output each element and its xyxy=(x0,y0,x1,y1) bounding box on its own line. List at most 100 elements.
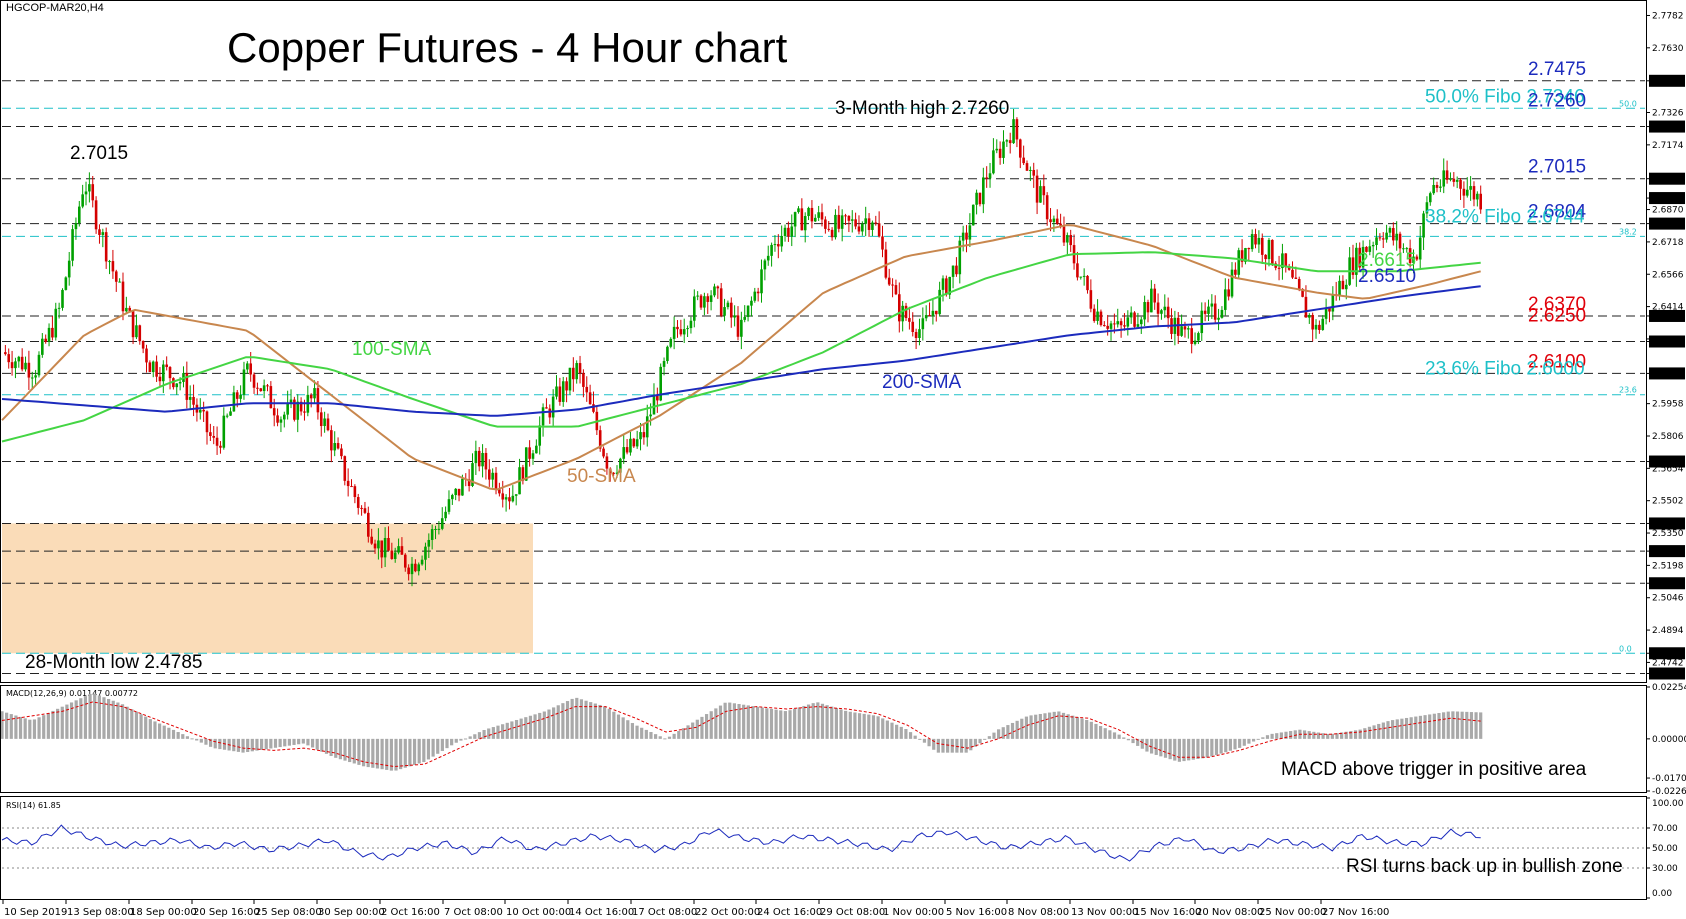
candle-body xyxy=(514,494,518,496)
candle-body xyxy=(131,310,135,338)
macd-bar xyxy=(125,706,129,739)
macd-bar xyxy=(403,738,407,768)
candle-body xyxy=(699,295,703,308)
date-label: 27 Nov 16:00 xyxy=(1322,907,1389,918)
candle-body xyxy=(585,386,589,393)
candle-body xyxy=(397,546,400,553)
macd-bar xyxy=(93,693,97,739)
macd-bar xyxy=(51,710,55,739)
macd-bar xyxy=(102,697,106,739)
candle-body xyxy=(1166,306,1170,319)
macd-bar xyxy=(1224,738,1228,753)
candle-body xyxy=(968,225,972,240)
candle-body xyxy=(340,448,343,457)
macd-bar xyxy=(1284,731,1288,739)
macd-bar xyxy=(1377,723,1381,739)
macd-bar xyxy=(737,703,741,739)
macd-bar xyxy=(1242,738,1246,746)
candle-body xyxy=(582,373,585,387)
candle-body xyxy=(1223,289,1227,310)
candle-body xyxy=(746,305,750,317)
candle-body xyxy=(508,497,511,502)
macd-bar xyxy=(565,701,570,739)
candle-body xyxy=(736,315,740,337)
candle-body xyxy=(98,229,101,235)
candle-body xyxy=(541,407,545,426)
macd-bar xyxy=(825,705,829,739)
sma-line xyxy=(1,285,1481,417)
macd-bar xyxy=(677,731,681,739)
candle-body xyxy=(921,318,925,330)
candle-body xyxy=(350,486,353,488)
candle-body xyxy=(121,281,125,312)
candle-body xyxy=(81,194,84,207)
chart-title: Copper Futures - 4 Hour chart xyxy=(227,24,788,71)
macd-bar xyxy=(1460,711,1464,739)
macd-bar xyxy=(1131,738,1135,744)
candle-body xyxy=(108,261,111,263)
macd-bar xyxy=(255,738,259,751)
candle-body xyxy=(367,512,370,537)
candle-body xyxy=(34,375,37,378)
macd-bar xyxy=(412,738,417,765)
price-tag-bg xyxy=(1649,335,1685,348)
candle-body xyxy=(1341,280,1345,290)
candle-body xyxy=(27,362,31,378)
candle-body xyxy=(693,296,696,321)
candle-body xyxy=(74,223,78,230)
price-tag-bg xyxy=(1649,577,1685,590)
candle-body xyxy=(286,402,289,415)
macd-bar xyxy=(445,738,449,749)
macd-bar xyxy=(1261,737,1265,739)
candle-body xyxy=(135,325,138,338)
candle-body xyxy=(64,277,68,290)
macd-bar xyxy=(1168,738,1172,760)
rsi-axis: 100.00 70.00 50.00 30.00 0.00 xyxy=(1646,797,1684,899)
macd-bar xyxy=(385,738,389,770)
macd-bar xyxy=(1321,733,1325,739)
macd-bar xyxy=(1386,721,1390,739)
fibo-levels xyxy=(2,107,1645,654)
candle-body xyxy=(1459,179,1462,189)
candle-body xyxy=(1425,202,1429,214)
candle-body xyxy=(1308,315,1311,318)
candle-body xyxy=(955,265,958,275)
candle-body xyxy=(1082,275,1086,277)
candle-body xyxy=(602,448,605,457)
macd-bar xyxy=(663,738,667,740)
candle-body xyxy=(1146,302,1150,313)
date-label: 7 Oct 08:00 xyxy=(444,907,503,918)
sma200-label: 200-SMA xyxy=(882,372,962,393)
macd-bar xyxy=(987,736,991,739)
macd-bar xyxy=(1344,731,1348,739)
date-label: 25 Nov 00:00 xyxy=(1259,907,1326,918)
macd-bar xyxy=(1089,721,1093,739)
candle-body xyxy=(1109,323,1113,329)
macd-bar xyxy=(1265,735,1270,739)
macd-bar xyxy=(1187,738,1191,761)
macd-bar xyxy=(111,700,115,739)
candle-body xyxy=(1381,238,1385,240)
candle-body xyxy=(125,307,128,312)
macd-bar xyxy=(1117,734,1121,739)
macd-label: MACD(12,26,9) 0.01147 0.00772 xyxy=(6,689,138,698)
candle-body xyxy=(7,354,11,363)
macd-bar xyxy=(431,738,435,757)
macd-bar xyxy=(208,738,213,747)
candles xyxy=(4,108,1482,587)
macd-bar xyxy=(969,738,973,751)
macd-bar xyxy=(1052,711,1056,739)
candle-body xyxy=(474,450,478,464)
candle-body xyxy=(232,392,236,412)
candle-body xyxy=(975,192,978,205)
price-tag-bg xyxy=(1649,455,1685,468)
candle-body xyxy=(1220,309,1224,318)
candle-body xyxy=(353,486,357,498)
macd-bar xyxy=(820,703,825,739)
macd-bar xyxy=(552,707,556,739)
horizontal-levels xyxy=(2,80,1645,674)
macd-bar xyxy=(621,717,625,739)
macd-bar xyxy=(417,738,421,764)
macd-bar xyxy=(1395,719,1399,739)
macd-bar xyxy=(162,725,166,739)
